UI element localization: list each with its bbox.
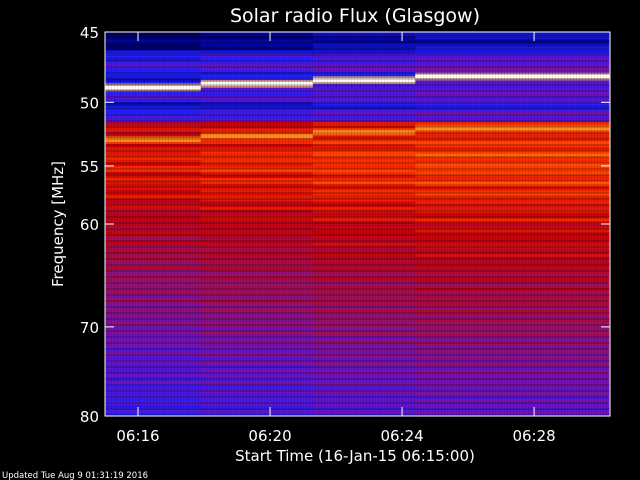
chart-title: Solar radio Flux (Glasgow) xyxy=(230,5,480,27)
x-tick-label: 06:28 xyxy=(512,427,555,445)
y-tick-label: 55 xyxy=(80,158,99,176)
y-axis-label: Frequency [MHz] xyxy=(49,161,67,287)
x-axis: 06:16 06:20 06:24 06:28 xyxy=(116,32,556,445)
y-tick-label: 80 xyxy=(80,408,99,426)
updated-timestamp: Updated Tue Aug 9 01:31:19 2016 xyxy=(2,471,148,480)
x-tick-label: 06:24 xyxy=(380,427,423,445)
y-tick-label: 50 xyxy=(80,94,99,112)
y-tick-label: 60 xyxy=(80,216,99,234)
x-tick-label: 06:20 xyxy=(248,427,291,445)
y-tick-label: 70 xyxy=(80,319,99,337)
y-tick-label: 45 xyxy=(80,24,99,42)
x-axis-label: Start Time (16-Jan-15 06:15:00) xyxy=(235,447,475,465)
x-tick-label: 06:16 xyxy=(116,427,159,445)
y-axis: 45 50 55 60 70 80 xyxy=(80,24,610,426)
